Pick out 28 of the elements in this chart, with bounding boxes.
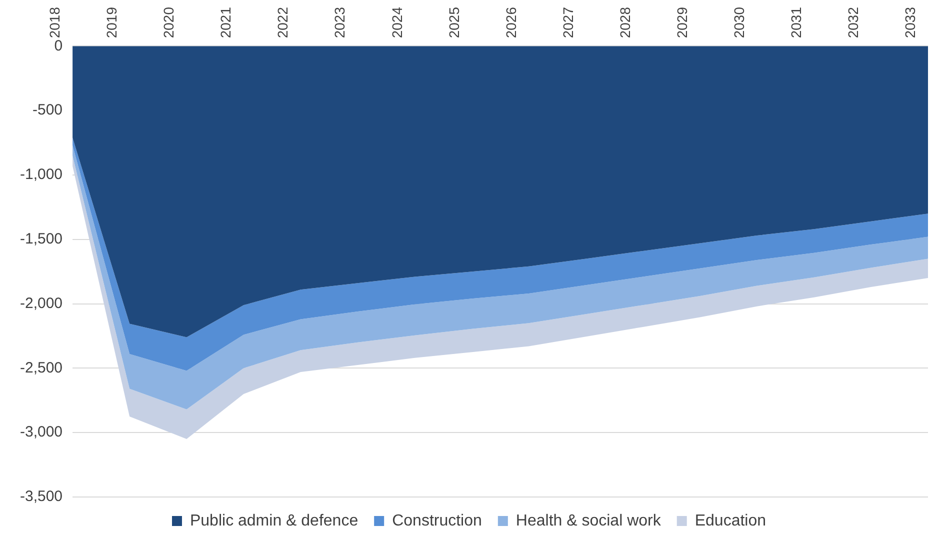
legend-label: Health & social work bbox=[516, 512, 662, 530]
legend-label: Education bbox=[694, 512, 766, 530]
y-tick-label: -3,500 bbox=[20, 488, 63, 506]
x-tick-label: 2022 bbox=[274, 6, 291, 38]
x-tick-label: 2030 bbox=[730, 6, 747, 38]
y-tick-label: -2,000 bbox=[20, 294, 63, 312]
x-tick-label: 2021 bbox=[218, 6, 234, 38]
y-tick-label: -1,500 bbox=[20, 230, 63, 248]
x-tick-label: 2031 bbox=[788, 6, 804, 38]
x-tick-label: 2026 bbox=[502, 6, 519, 38]
x-tick-label: 2029 bbox=[674, 6, 690, 38]
x-tick-label: 2023 bbox=[332, 6, 348, 38]
legend-label: Public admin & defence bbox=[190, 512, 358, 530]
x-tick-label: 2024 bbox=[388, 6, 405, 38]
x-tick-label: 2028 bbox=[616, 6, 633, 38]
x-tick-label: 2032 bbox=[845, 6, 862, 38]
y-tick-label: -500 bbox=[32, 102, 63, 119]
y-tick-label: -3,000 bbox=[20, 424, 63, 441]
x-tick-label: 2019 bbox=[104, 6, 120, 38]
y-tick-label: -1,000 bbox=[20, 166, 63, 184]
x-tick-label: 2025 bbox=[446, 6, 462, 38]
legend-label: Construction bbox=[392, 512, 482, 530]
y-tick-label: -2,500 bbox=[20, 359, 63, 376]
y-tick-label: 0 bbox=[54, 37, 63, 54]
x-tick-label: 2020 bbox=[160, 6, 177, 38]
x-tick-label: 2027 bbox=[560, 6, 576, 38]
x-tick-label: 2033 bbox=[902, 6, 918, 38]
x-tick-label: 2018 bbox=[46, 6, 63, 38]
